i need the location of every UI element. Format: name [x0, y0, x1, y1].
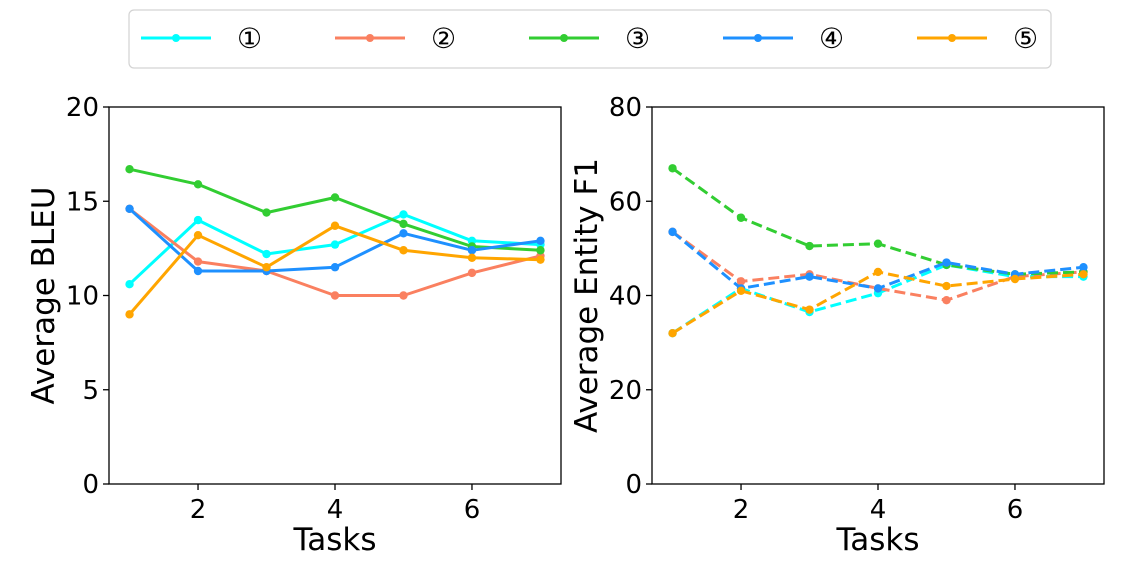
data-point: [125, 204, 134, 213]
data-point: [399, 219, 408, 229]
data-point: [873, 239, 883, 248]
legend-label: ④: [819, 22, 844, 55]
data-point: [736, 286, 746, 295]
data-point: [1079, 270, 1088, 279]
data-point: [262, 208, 271, 217]
series-line: [671, 167, 1084, 276]
data-point: [467, 246, 477, 255]
legend-marker: [948, 34, 956, 42]
y-tick-label: 20: [66, 93, 99, 123]
data-point: [193, 257, 203, 266]
data-point: [330, 291, 340, 300]
legend-marker: [366, 34, 374, 42]
x-axis-label: Tasks: [835, 522, 919, 558]
y-tick-label: 0: [625, 470, 642, 500]
x-tick-label: 2: [733, 495, 750, 525]
y-tick-label: 80: [609, 93, 642, 123]
data-point: [125, 310, 134, 319]
data-point: [399, 229, 408, 238]
legend-entry: ①: [141, 22, 262, 55]
y-tick-label: 60: [609, 187, 642, 217]
legend-marker: [754, 34, 762, 42]
data-point: [1079, 263, 1088, 272]
legend-label: ①: [237, 22, 262, 55]
data-point: [942, 296, 951, 305]
data-point: [193, 180, 203, 189]
x-tick-label: 6: [1007, 495, 1024, 525]
legend: ① ② ③ ④ ⑤: [128, 9, 1052, 69]
series-line: [671, 270, 1084, 335]
data-point: [942, 281, 951, 291]
data-point: [536, 255, 545, 264]
y-tick-label: 10: [66, 282, 99, 312]
data-point: [668, 329, 677, 338]
x-tick-label: 6: [464, 495, 481, 525]
data-point: [467, 268, 477, 278]
data-point: [536, 246, 545, 255]
data-point: [330, 263, 340, 272]
y-tick-label: 15: [66, 187, 99, 217]
legend-marker: [560, 34, 568, 42]
data-point: [536, 236, 545, 246]
data-point: [668, 164, 677, 173]
data-point: [399, 291, 408, 300]
legend-entry: ③: [529, 22, 650, 55]
y-axis-label: Average BLEU: [26, 187, 62, 405]
data-point: [262, 263, 271, 272]
data-point: [942, 258, 951, 267]
data-point: [467, 253, 477, 262]
data-point: [125, 279, 134, 289]
data-point: [805, 272, 814, 281]
data-point: [330, 193, 340, 202]
data-point: [399, 210, 408, 219]
bleu-chart: 2 4 6 0 5 10 15 20 Tasks Average BLEU: [26, 93, 562, 558]
data-point: [330, 221, 340, 230]
x-axis-label: Tasks: [292, 522, 376, 558]
series-line: [129, 167, 541, 252]
data-point: [873, 267, 883, 277]
data-point: [262, 249, 271, 259]
y-tick-label: 0: [82, 470, 99, 500]
data-point: [805, 241, 814, 251]
legend-entry: ⑤: [917, 22, 1038, 55]
data-point: [736, 277, 746, 286]
legend-label: ⑤: [1013, 22, 1038, 55]
data-point: [873, 284, 883, 293]
data-point: [736, 213, 746, 222]
y-axis-label: Average Entity F1: [569, 158, 605, 433]
data-point: [125, 165, 134, 174]
legend-entry: ④: [723, 22, 844, 55]
y-tick-label: 20: [609, 376, 642, 406]
data-point: [668, 227, 677, 237]
legend-label: ②: [431, 22, 456, 55]
x-tick-label: 4: [327, 495, 344, 525]
y-tick-label: 40: [609, 282, 642, 312]
data-point: [399, 246, 408, 255]
legend-marker: [172, 34, 180, 42]
data-point: [193, 215, 203, 225]
data-point: [193, 230, 203, 240]
data-point: [193, 266, 203, 276]
data-point: [330, 240, 340, 249]
legend-entry: ②: [335, 22, 456, 55]
x-tick-label: 4: [870, 495, 887, 525]
y-tick-label: 5: [82, 376, 99, 406]
data-point: [805, 305, 814, 314]
data-point: [1010, 274, 1020, 284]
legend-label: ③: [625, 22, 650, 55]
x-tick-label: 2: [190, 495, 207, 525]
